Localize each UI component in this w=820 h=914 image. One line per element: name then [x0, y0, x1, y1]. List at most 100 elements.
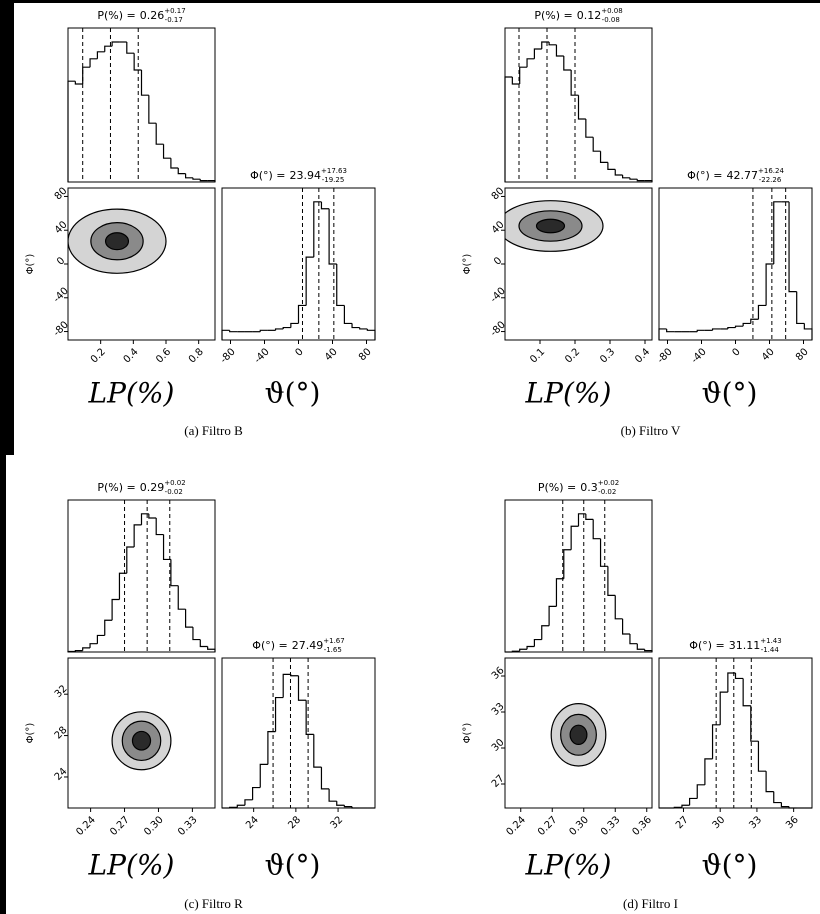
hist-bin [96, 634, 105, 644]
title-label: P(%) = [97, 481, 135, 494]
title-label: Φ(°) = [689, 639, 724, 652]
hist-bin [155, 123, 164, 145]
hist-bin [570, 70, 579, 96]
title-label: P(%) = [97, 9, 135, 22]
hist-bin [773, 201, 782, 264]
hist-bin [297, 675, 307, 701]
hist-bin [336, 801, 345, 806]
hist-bin [563, 549, 572, 579]
title-label: Φ(°) = [250, 169, 285, 182]
hist-bin [607, 162, 616, 170]
hist-bin [207, 180, 216, 182]
x-axis-label: LP(%) [525, 377, 612, 410]
hist-bin [199, 639, 208, 648]
hist-bin [773, 791, 782, 804]
background [6, 455, 820, 914]
hist-bin [177, 585, 186, 610]
hist-bin [719, 691, 728, 725]
hist-bin [519, 648, 528, 652]
hist-bin [126, 546, 135, 574]
contour [535, 218, 566, 234]
hist-bin [555, 44, 564, 57]
hist-bin [750, 318, 759, 324]
density [505, 200, 604, 252]
density [550, 702, 607, 767]
hist-bin [305, 700, 314, 735]
axes-frame [67, 499, 216, 653]
subplot-title: Φ(°) = 31.11+1.43 -1.44 [689, 637, 781, 654]
hist-bin [170, 559, 179, 587]
title-value: 27.49 [292, 639, 324, 652]
hist-bin [585, 513, 594, 520]
hist-bin [155, 517, 164, 536]
x-axis-label: ϑ(°) [265, 377, 321, 410]
hist-bin [351, 323, 360, 329]
hist-bin [67, 80, 76, 182]
y-axis-label: Φ(°) [462, 254, 473, 275]
hist-bin [555, 578, 564, 607]
x-axis-label: LP(%) [88, 849, 175, 882]
hist-bin [614, 595, 623, 620]
hist-bin [126, 42, 135, 54]
hist-bin [74, 81, 83, 85]
hist-bin [585, 119, 594, 138]
title-value: 31.11 [729, 639, 761, 652]
title-lower: -19.25 [322, 176, 345, 184]
hist-bin [229, 806, 238, 808]
title-lower: -1.65 [324, 646, 342, 654]
hist-bin [711, 724, 721, 759]
hist-bin [170, 158, 179, 169]
hist-bin [320, 767, 330, 790]
hist-bin [111, 598, 120, 621]
hist-bin [297, 304, 307, 324]
hist-bin [622, 175, 630, 179]
hist-bin [511, 650, 520, 652]
hist-bin [689, 797, 698, 806]
caption: (b) Filtro V [621, 423, 681, 438]
hist-bin [533, 48, 542, 59]
hist-bin [788, 201, 797, 293]
hist-bin [666, 328, 675, 333]
hist-bin [162, 144, 171, 159]
subplot-title: P(%) = 0.12+0.08 -0.08 [534, 7, 622, 24]
title-label: Φ(°) = [687, 169, 722, 182]
contour [104, 232, 130, 251]
axes-frame [504, 499, 653, 653]
caption: (d) Filtro I [623, 896, 678, 911]
title-value: 0.29 [140, 481, 165, 494]
subplot-title: Φ(°) = 42.77+16.24 -22.26 [687, 167, 784, 184]
density [68, 208, 167, 274]
hist-bin [727, 672, 736, 693]
hist-bin [185, 609, 193, 628]
hist-bin [133, 53, 142, 71]
title-upper: +0.02 [164, 479, 185, 487]
hist-bin [320, 201, 330, 210]
hist-bin [607, 566, 616, 596]
hist-bin [67, 650, 76, 653]
hist-bin [658, 328, 667, 340]
hist-bin [644, 180, 653, 182]
title-value: 0.12 [577, 9, 602, 22]
hist-bin [259, 329, 268, 332]
hist-bin [177, 168, 186, 175]
caption: (c) Filtro R [184, 896, 243, 911]
title-label: P(%) = [538, 481, 576, 494]
hist-bin [757, 741, 767, 772]
hist-bin [577, 95, 586, 120]
subplot-title: P(%) = 0.3+0.02 -0.02 [538, 479, 619, 496]
hist-bin [541, 625, 550, 640]
hist-bin [207, 646, 216, 652]
title-value: 0.3 [580, 481, 598, 494]
hist-bin [244, 799, 253, 806]
hist-bin [577, 513, 586, 527]
hist-bin [133, 524, 142, 547]
hist-bin [343, 805, 353, 808]
x-axis-label: LP(%) [525, 849, 612, 882]
hist-bin [796, 291, 805, 325]
hist-bin [282, 326, 291, 329]
hist-bin [185, 173, 193, 179]
hist-bin [148, 95, 157, 124]
title-label: Φ(°) = [252, 639, 287, 652]
hist-bin [511, 77, 520, 85]
subplot-title: Φ(°) = 27.49+1.67 -1.65 [252, 637, 344, 654]
